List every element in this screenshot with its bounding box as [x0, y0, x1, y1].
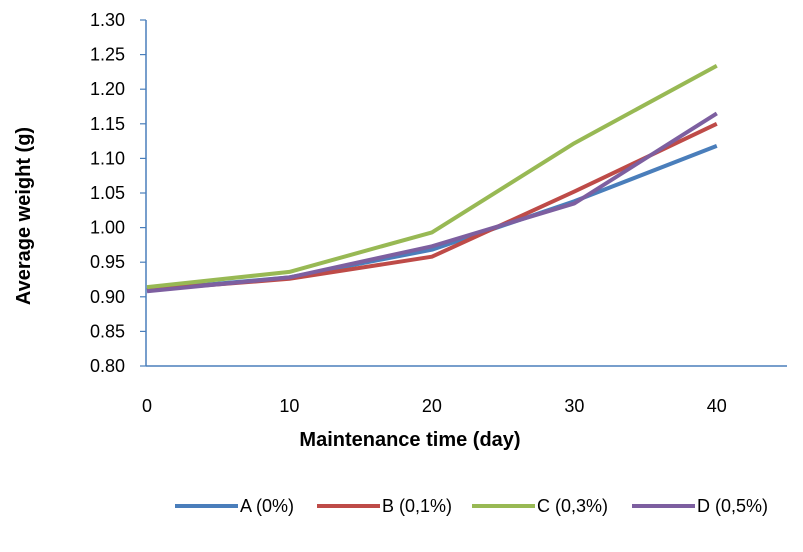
- x-tick-label: 20: [422, 396, 442, 416]
- y-tick-label: 1.30: [90, 10, 125, 30]
- x-axis-title: Maintenance time (day): [299, 429, 520, 451]
- y-tick-label: 0.95: [90, 252, 125, 272]
- series-line-4: [146, 111, 718, 294]
- y-tick-label: 1.25: [90, 45, 125, 65]
- y-tick-label: 1.10: [90, 148, 125, 168]
- x-axis-ticks: 0 10 20 30 40: [142, 396, 727, 416]
- y-axis-title: Average weight (g): [13, 127, 35, 305]
- series-lines: [146, 63, 718, 294]
- x-tick-label: 30: [564, 396, 584, 416]
- y-tick-label: 1.20: [90, 79, 125, 99]
- y-tick-label: 1.00: [90, 218, 125, 238]
- x-tick-label: 10: [279, 396, 299, 416]
- legend-label: B (0,1%): [382, 496, 452, 516]
- x-tick-label: 0: [142, 396, 152, 416]
- y-tick-label: 0.85: [90, 321, 125, 341]
- y-tick-label: 0.80: [90, 356, 125, 376]
- legend: A (0%) B (0,1%) C (0,3%) D (0,5%): [175, 496, 768, 516]
- legend-label: D (0,5%): [697, 496, 768, 516]
- y-tick-label: 0.90: [90, 287, 125, 307]
- y-tick-label: 1.05: [90, 183, 125, 203]
- x-tick-label: 40: [707, 396, 727, 416]
- y-axis-ticks: 0.80 0.85 0.90 0.95 1.00 1.05 1.10 1.15 1.20 1.25…: [90, 10, 146, 376]
- series-line-3: [146, 63, 718, 290]
- legend-label: C (0,3%): [537, 496, 608, 516]
- y-tick-label: 1.15: [90, 114, 125, 134]
- legend-label: A (0%): [240, 496, 294, 516]
- series-line-2: [146, 121, 718, 292]
